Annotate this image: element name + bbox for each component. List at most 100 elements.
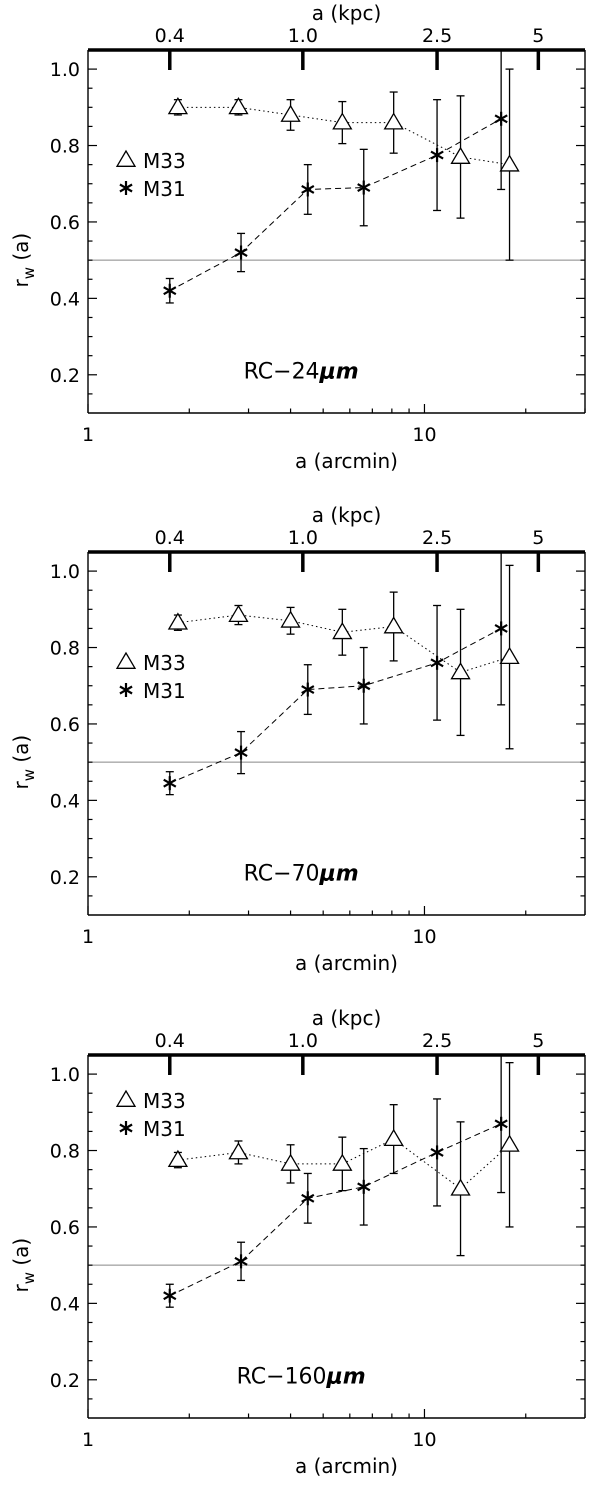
data-point [167,1149,189,1168]
x2-tick-label: 1.0 [288,1030,318,1052]
x-axis-label: a (arcmin) [295,951,398,975]
x2-axis-label: a (kpc) [312,503,382,527]
asterisk-stroke [357,1182,371,1192]
data-point [167,612,189,630]
asterisk-stroke [430,658,444,668]
asterisk-stroke [234,1256,248,1266]
y-tick-label: 0.2 [50,867,80,889]
asterisk-stroke [119,183,133,193]
y-axis-label-sub: w [20,267,38,279]
data-point [167,97,189,115]
data-point [228,97,249,115]
legend-marker-triangle [115,651,137,669]
x2-tick-label: 2.5 [422,527,452,549]
data-point [357,1179,371,1194]
y-axis-label-tail: (a) [9,233,33,267]
data-point [357,678,371,693]
panel-label-unit: μm [319,862,359,887]
asterisk-stroke [357,183,371,193]
x-tick-label: 1 [82,926,94,948]
asterisk-stroke [301,185,315,194]
panel-label-unit: μm [319,360,359,385]
x-tick-label: 1 [82,424,94,446]
legend-marker-asterisk [119,683,133,697]
asterisk-stroke [494,1119,508,1129]
y-tick-label: 0.2 [50,1370,80,1392]
x-axis-label: a (arcmin) [295,1454,398,1478]
asterisk-stroke [430,1147,444,1157]
y-axis-label-sub: w [20,769,38,781]
y-tick-label: 0.6 [50,212,80,234]
data-point [499,154,520,172]
y-axis-label: rw (a) [9,735,38,790]
data-point [301,1191,315,1206]
series-line [169,118,502,292]
y-axis-label-main: r [9,1284,33,1293]
y-tick-label: 0.8 [50,1141,80,1163]
y-tick-label: 0.6 [50,1217,80,1239]
asterisk-stroke [357,681,371,691]
legend-label: M31 [143,1117,186,1141]
asterisk-stroke [494,623,508,633]
data-point [280,610,301,628]
panel-label: RC−160μm [237,1365,366,1390]
data-point [234,245,248,260]
data-point [494,111,508,126]
asterisk-stroke [301,1193,315,1203]
series-m33 [167,1061,520,1257]
legend-label: M31 [143,177,186,201]
data-point [450,662,471,680]
x2-tick-label: 1.0 [288,25,318,47]
data-point [280,1153,301,1171]
legend-marker-asterisk [119,1121,133,1135]
data-point [163,1288,177,1303]
panel-label-text: RC−24 [244,360,320,385]
asterisk-stroke [163,286,177,296]
y-axis-label-main: r [9,279,33,288]
data-point [163,776,177,791]
series-line [169,1123,502,1297]
legend-label: M33 [143,651,186,675]
y-axis-label-tail: (a) [9,1238,33,1272]
x2-tick-label: 0.4 [155,527,185,549]
data-point [280,104,301,122]
x2-tick-label: 0.4 [155,25,185,47]
data-point [332,621,353,640]
x-tick-label: 10 [412,424,436,446]
legend-marker-triangle [115,1089,137,1107]
data-point [228,604,249,622]
series-m31 [163,1054,508,1308]
x2-tick-label: 5 [532,25,544,47]
x-tick-label: 10 [412,926,436,948]
asterisk-stroke [234,748,248,758]
x-tick-label: 1 [82,1429,94,1451]
asterisk-stroke [430,150,444,160]
chart-panel-2: 0.2 0.4 0.6 0.8 1.0 1 10 0.4 1.0 2.5 5 a (arcmin) a … [9,503,586,975]
data-point [301,182,315,197]
series-m33 [167,68,520,261]
y-tick-label: 0.8 [50,136,80,158]
y-axis-label-main: r [9,781,33,790]
panel-label-text: RC−70 [244,862,320,887]
x2-tick-label: 5 [532,1030,544,1052]
x2-tick-label: 5 [532,527,544,549]
data-point [383,616,404,634]
data-point [163,283,177,298]
legend-marker-asterisk [119,181,133,195]
data-point [499,1134,520,1152]
chart-panel-3: 0.2 0.4 0.6 0.8 1.0 1 10 0.4 1.0 2.5 5 a (arcmin) a … [9,1006,586,1478]
y-axis-label-tail: (a) [9,735,33,769]
data-point [494,1116,508,1131]
data-point [430,1145,444,1160]
x2-tick-label: 2.5 [422,1030,452,1052]
data-point [357,180,371,195]
y-tick-label: 0.6 [50,714,80,736]
y-axis-label: rw (a) [9,1238,38,1293]
data-point [494,621,508,636]
y-tick-label: 1.0 [50,59,80,81]
panel-label-text: RC−160 [237,1365,327,1390]
